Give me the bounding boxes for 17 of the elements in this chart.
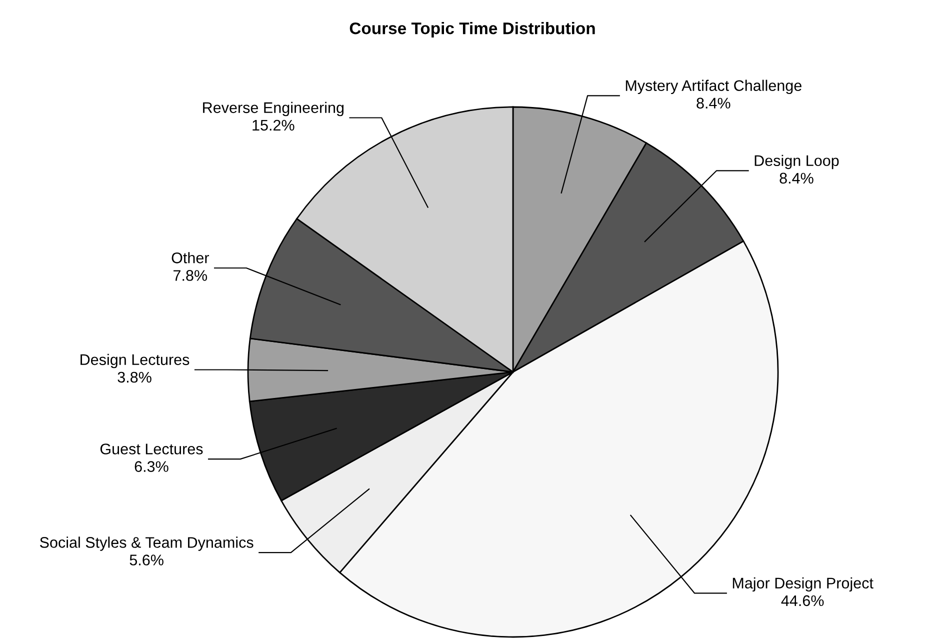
slice-label: Mystery Artifact Challenge xyxy=(626,80,802,94)
slice-label: Design Lectures xyxy=(80,354,190,368)
data-label: 5.6% xyxy=(130,554,164,566)
data-label: 7.8% xyxy=(174,270,208,281)
data-label: 44.6% xyxy=(781,595,824,606)
data-label: 6.3% xyxy=(134,461,168,472)
slice-label: Reverse Engineering xyxy=(203,102,344,116)
data-label: 15.2% xyxy=(252,120,294,131)
slice-label: Design Loop xyxy=(754,154,839,170)
slice-label: Social Styles & Team Dynamics xyxy=(40,536,254,551)
slice-label: Guest Lectures xyxy=(100,444,203,454)
data-label: 8.4% xyxy=(780,172,814,184)
slice-label: Major Design Project xyxy=(732,577,874,592)
data-label: 3.8% xyxy=(118,372,152,383)
data-label: 8.4% xyxy=(696,98,730,109)
slice-label: Other xyxy=(172,252,210,264)
chart-title: Course Topic Time Distribution xyxy=(350,22,595,38)
